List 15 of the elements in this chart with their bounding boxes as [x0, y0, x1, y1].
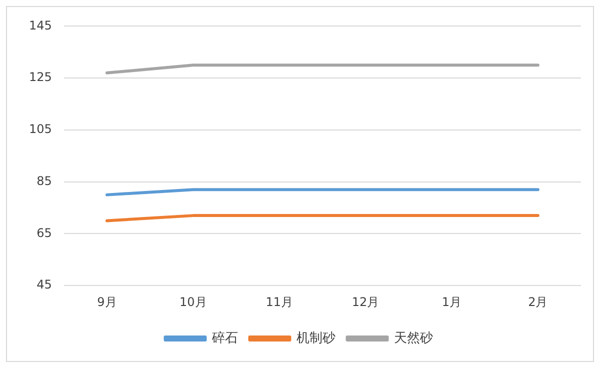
- y-tick-label: 85: [36, 174, 52, 188]
- y-tick-label: 145: [29, 18, 52, 32]
- y-tick-label: 45: [36, 278, 52, 292]
- legend-label: 机制砂: [296, 330, 336, 346]
- x-tick-label: 10月: [180, 294, 207, 309]
- x-tick-label: 1月: [442, 294, 462, 309]
- x-tick-label: 11月: [266, 294, 293, 309]
- y-tick-label: 105: [29, 122, 52, 136]
- legend-label: 天然砂: [394, 330, 433, 346]
- legend-label: 碎石: [210, 330, 238, 346]
- x-tick-label: 2月: [528, 294, 548, 309]
- y-tick-label: 125: [29, 70, 52, 84]
- x-tick-label: 12月: [352, 294, 380, 309]
- x-tick-label: 9月: [97, 294, 117, 309]
- y-tick-label: 65: [36, 226, 52, 240]
